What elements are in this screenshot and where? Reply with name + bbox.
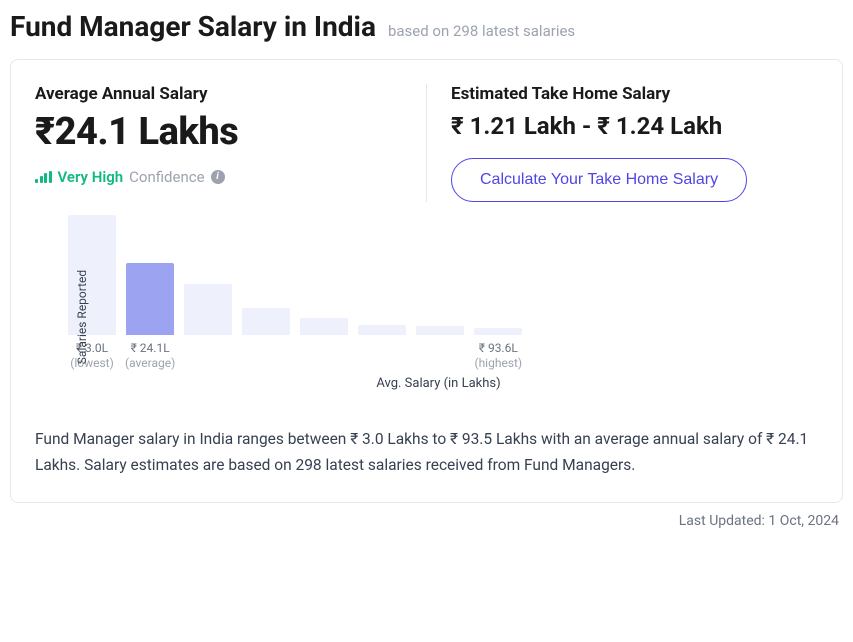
chart-bar-label: [207, 341, 210, 372]
page-header: Fund Manager Salary in India based on 29…: [10, 10, 843, 43]
chart-bars: ₹ 3.0L(lowest)₹ 24.1L(average) ₹ 93.6L(h…: [59, 242, 818, 372]
calculate-button[interactable]: Calculate Your Take Home Salary: [451, 158, 747, 202]
chart-bar-4: [299, 318, 349, 372]
takehome-label: Estimated Take Home Salary: [451, 84, 818, 104]
chart-bar-1: ₹ 24.1L(average): [125, 263, 175, 372]
chart-bar-6: [415, 326, 465, 372]
signal-icon: [35, 171, 52, 183]
confidence-word: Confidence: [129, 168, 204, 186]
chart-bar: [242, 308, 290, 334]
chart-bar-label: [265, 341, 268, 372]
chart-ylabel-wrap: Salaries Reported: [35, 242, 59, 391]
chart-bar: [474, 328, 522, 335]
top-row: Average Annual Salary ₹24.1 Lakhs Very H…: [35, 84, 818, 202]
chart-bar-label: [323, 341, 326, 372]
chart-bar-5: [357, 325, 407, 372]
chart-bar: [184, 284, 232, 334]
chart-bar-label: ₹ 93.6L(highest): [474, 341, 522, 372]
chart-bar-label: ₹ 24.1L(average): [125, 341, 175, 372]
salary-card: Average Annual Salary ₹24.1 Lakhs Very H…: [10, 59, 843, 503]
chart-bar: [358, 325, 406, 335]
chart-bar-3: [241, 308, 291, 372]
avg-salary-value: ₹24.1 Lakhs: [35, 112, 402, 154]
info-icon[interactable]: i: [211, 170, 225, 184]
chart-bar-2: [183, 284, 233, 372]
page-subtitle: based on 298 latest salaries: [388, 22, 575, 40]
summary-text: Fund Manager salary in India ranges betw…: [35, 427, 818, 478]
confidence-row: Very High Confidence i: [35, 168, 402, 186]
avg-salary-label: Average Annual Salary: [35, 84, 402, 104]
confidence-level: Very High: [58, 168, 124, 186]
chart-xlabel: Avg. Salary (in Lakhs): [59, 376, 818, 391]
salary-chart: Salaries Reported ₹ 3.0L(lowest)₹ 24.1L(…: [35, 242, 818, 391]
chart-bar-label: [381, 341, 384, 372]
chart-ylabel: Salaries Reported: [75, 269, 89, 363]
chart-bar: [126, 263, 174, 335]
chart-area: ₹ 3.0L(lowest)₹ 24.1L(average) ₹ 93.6L(h…: [59, 242, 818, 391]
last-updated: Last Updated: 1 Oct, 2024: [10, 513, 843, 529]
avg-salary-section: Average Annual Salary ₹24.1 Lakhs Very H…: [35, 84, 426, 202]
page-title: Fund Manager Salary in India: [10, 10, 376, 43]
chart-bar: [300, 318, 348, 335]
takehome-section: Estimated Take Home Salary ₹ 1.21 Lakh -…: [426, 84, 818, 202]
takehome-value: ₹ 1.21 Lakh - ₹ 1.24 Lakh: [451, 112, 818, 140]
chart-bar: [416, 326, 464, 334]
chart-bar-label: [439, 341, 442, 372]
chart-bar-7: ₹ 93.6L(highest): [473, 328, 523, 372]
